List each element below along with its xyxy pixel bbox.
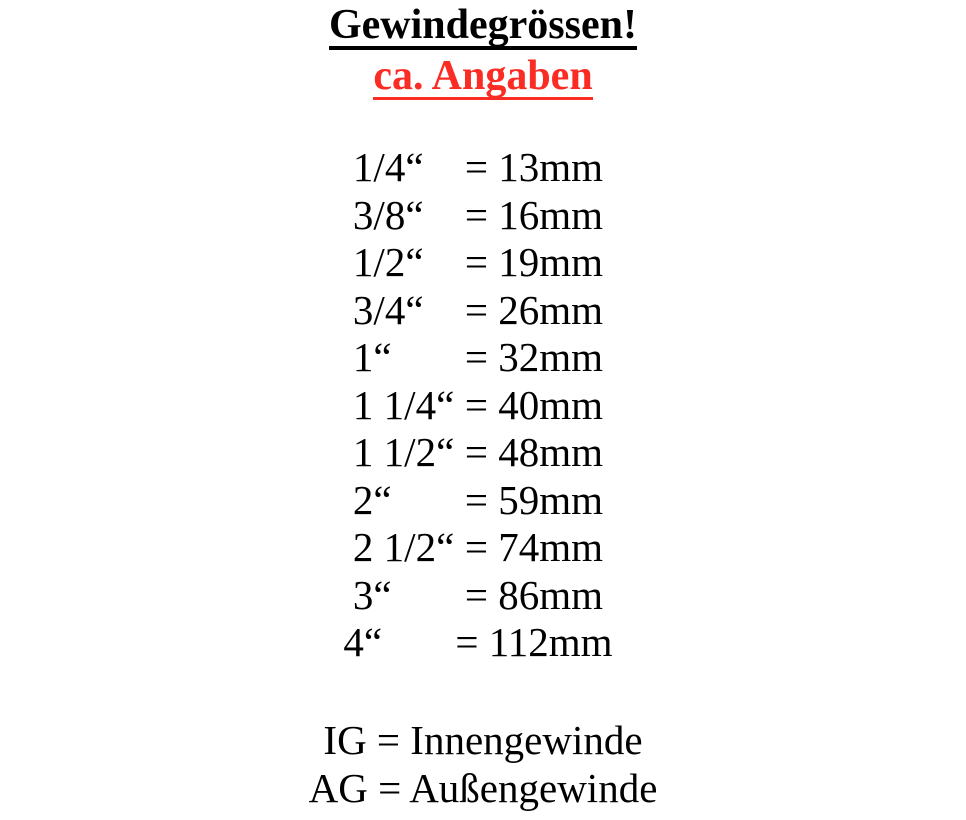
table-row: 1 1/2“ = 48mm (353, 429, 603, 477)
size-cell: 2“ (352, 476, 392, 523)
legend-line-ig: IG = Innengewinde (323, 717, 643, 763)
page-subtitle: ca. Angaben (0, 55, 966, 100)
table-row: 3/4“ = 26mm (353, 287, 603, 335)
size-cell: 2 1/2“ (352, 524, 455, 570)
value-cell: = 86mm (464, 571, 604, 618)
size-cell: 1 1/4“ (352, 381, 455, 428)
table-row: 1 1/4“ = 40mm (353, 382, 603, 430)
table-row: 4“ = 112mm (343, 619, 612, 667)
value-cell: = 74mm (464, 524, 604, 570)
size-cell: 1/4“ (352, 144, 424, 190)
size-cell: 3“ (352, 571, 392, 618)
value-cell: = 32mm (464, 334, 604, 380)
legend: IG = Innengewinde AG = Außengewinde (0, 716, 966, 812)
value-cell: = 26mm (464, 286, 604, 333)
value-cell: = 48mm (464, 429, 604, 475)
size-cell: 1/2“ (352, 239, 424, 285)
size-cell: 1“ (352, 334, 392, 380)
value-cell: = 13mm (464, 144, 604, 190)
table-row: 1/4“ = 13mm (353, 144, 603, 192)
size-cell: 4“ (343, 619, 383, 665)
table-row: 2 1/2“ = 74mm (353, 524, 603, 572)
page-title: Gewindegrössen! (0, 4, 966, 50)
size-cell: 1 1/2“ (352, 429, 455, 475)
table-row: 1/2“ = 19mm (353, 239, 603, 287)
page-subtitle-text: ca. Angaben (373, 53, 593, 100)
table-row: 1“ = 32mm (353, 334, 603, 382)
value-cell: = 112mm (455, 619, 613, 665)
size-table: 1/4“ = 13mm 3/8“ = 16mm 1/2“ = 19mm 3/4“ = 2… (0, 144, 961, 667)
value-cell: = 40mm (464, 381, 604, 428)
value-cell: = 16mm (464, 191, 604, 238)
table-row: 3/8“ = 16mm (353, 192, 603, 240)
legend-line-ag: AG = Außengewinde (308, 765, 658, 811)
value-cell: = 59mm (464, 476, 604, 523)
table-row: 3“ = 86mm (353, 572, 603, 620)
size-cell: 3/8“ (352, 191, 424, 238)
page-title-text: Gewindegrössen! (329, 2, 637, 50)
value-cell: = 19mm (464, 239, 604, 285)
size-cell: 3/4“ (352, 286, 424, 333)
table-row: 2“ = 59mm (353, 477, 603, 525)
